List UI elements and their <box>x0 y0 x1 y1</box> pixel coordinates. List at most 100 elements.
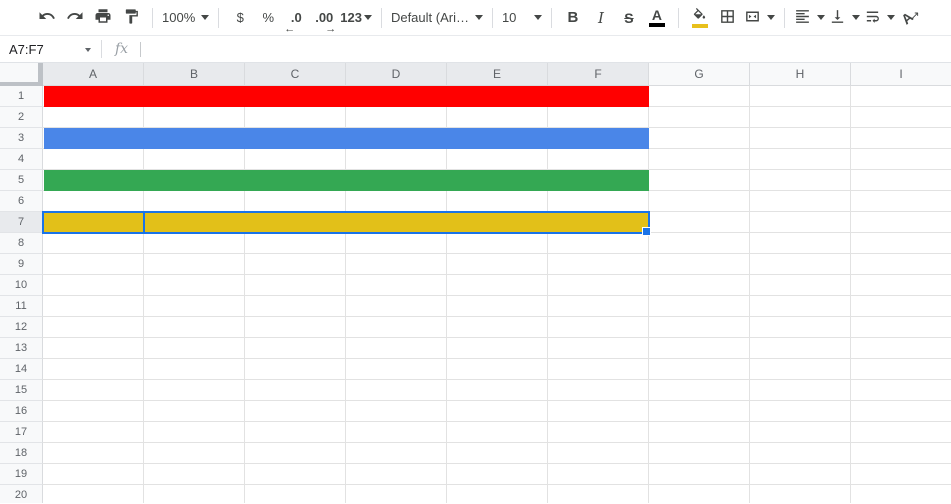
text-color-icon: A <box>648 8 665 27</box>
strikethrough-button[interactable]: S <box>617 5 641 31</box>
row-header-14[interactable]: 14 <box>0 359 43 380</box>
column-header-E[interactable]: E <box>447 63 548 86</box>
row-header-7[interactable]: 7 <box>0 212 43 233</box>
print-button[interactable] <box>91 5 115 31</box>
row-header-20[interactable]: 20 <box>0 485 43 503</box>
row-header-11[interactable]: 11 <box>0 296 43 317</box>
column-header-A[interactable]: A <box>43 63 144 86</box>
name-box-value: A7:F7 <box>9 41 44 57</box>
horizontal-align-button[interactable] <box>794 5 825 31</box>
row-header-13[interactable]: 13 <box>0 338 43 359</box>
dropdown-caret-icon <box>363 15 372 24</box>
merge-cells-icon <box>744 8 761 28</box>
row-header-16[interactable]: 16 <box>0 401 43 422</box>
redo-button[interactable] <box>63 5 87 31</box>
fill-handle[interactable] <box>643 228 650 235</box>
dropdown-caret-icon <box>766 15 775 24</box>
column-header-B[interactable]: B <box>144 63 245 86</box>
row-header-4[interactable]: 4 <box>0 149 43 170</box>
font-family-value: Default (Ari… <box>390 10 469 25</box>
name-box[interactable]: A7:F7 <box>0 42 95 57</box>
decrease-decimal-button[interactable]: .0 ← <box>284 5 308 35</box>
row-header-8[interactable]: 8 <box>0 233 43 254</box>
more-formats-icon: 123 <box>340 10 362 25</box>
toolbar-separator <box>550 7 552 28</box>
column-header-I[interactable]: I <box>851 63 951 86</box>
formula-bar: A7:F7 fx <box>0 36 951 63</box>
undo-button[interactable] <box>35 5 59 31</box>
percent-icon: % <box>262 10 275 25</box>
cells-area[interactable] <box>42 86 951 503</box>
row-header-2[interactable]: 2 <box>0 107 43 128</box>
paint-format-icon <box>123 8 140 28</box>
column-header-F[interactable]: F <box>548 63 649 86</box>
text-wrap-button[interactable] <box>864 5 895 31</box>
paint-format-button[interactable] <box>119 5 143 31</box>
toolbar-separator <box>152 7 153 28</box>
row-header-5[interactable]: 5 <box>0 170 43 191</box>
text-color-swatch <box>648 23 665 27</box>
right-arrow-icon: → <box>325 22 337 35</box>
row-header-1[interactable]: 1 <box>0 86 43 107</box>
vertical-align-icon <box>829 8 846 28</box>
italic-icon: I <box>597 8 604 27</box>
filled-range-A5:F5[interactable] <box>44 170 649 191</box>
row-header-3[interactable]: 3 <box>0 128 43 149</box>
row-header-19[interactable]: 19 <box>0 464 43 485</box>
increase-decimal-button[interactable]: .00 → <box>312 5 337 35</box>
toolbar-separator <box>491 7 493 28</box>
row-header-12[interactable]: 12 <box>0 317 43 338</box>
font-size-select[interactable]: 10 <box>502 5 542 31</box>
font-family-select[interactable]: Default (Ari… <box>391 5 483 31</box>
toolbar-separator <box>380 7 382 28</box>
column-header-D[interactable]: D <box>346 63 447 86</box>
filled-range-A3:F3[interactable] <box>44 128 649 149</box>
select-all-corner[interactable] <box>0 63 43 86</box>
toolbar-separator <box>677 7 679 28</box>
strikethrough-icon: S <box>624 9 634 26</box>
row-header-15[interactable]: 15 <box>0 380 43 401</box>
row-header-6[interactable]: 6 <box>0 191 43 212</box>
borders-button[interactable] <box>716 5 740 31</box>
increase-decimal-icon: .00 <box>315 10 334 25</box>
formula-bar-separator <box>101 40 102 58</box>
text-color-button[interactable]: A <box>645 5 669 31</box>
fill-color-icon <box>691 7 708 28</box>
undo-icon <box>38 7 56 28</box>
active-cell-border <box>42 211 145 234</box>
column-header-C[interactable]: C <box>245 63 346 86</box>
italic-button[interactable]: I <box>589 5 613 31</box>
format-currency-button[interactable]: $ <box>228 5 252 31</box>
currency-icon: $ <box>236 10 244 25</box>
toolbar-separator <box>783 7 785 28</box>
left-arrow-icon: ← <box>284 22 296 35</box>
row-header-9[interactable]: 9 <box>0 254 43 275</box>
row-headers: 1 2 3 4 5 6 7 8 9 10 11 12 13 14 15 16 17 18 19 20 <box>0 86 43 503</box>
text-rotation-button[interactable]: A↗ <box>898 5 923 31</box>
redo-icon <box>66 7 84 28</box>
row-header-10[interactable]: 10 <box>0 275 43 296</box>
fill-color-button[interactable] <box>688 5 712 31</box>
more-formats-button[interactable]: 123 <box>340 5 372 31</box>
format-percent-button[interactable]: % <box>256 5 280 31</box>
vertical-align-button[interactable] <box>829 5 860 31</box>
dropdown-caret-icon <box>816 15 825 24</box>
filled-range-A7:F7[interactable] <box>44 212 649 233</box>
fx-icon: fx <box>115 41 129 57</box>
zoom-select[interactable]: 100% <box>162 5 210 31</box>
column-header-G[interactable]: G <box>649 63 750 86</box>
font-size-value: 10 <box>501 10 517 25</box>
decrease-decimal-icon: .0 <box>290 10 302 25</box>
dropdown-caret-icon <box>886 15 895 24</box>
column-header-H[interactable]: H <box>750 63 851 86</box>
filled-range-A1:F1[interactable] <box>44 86 649 107</box>
bold-button[interactable]: B <box>561 5 585 31</box>
text-wrap-icon <box>864 8 881 28</box>
row-header-18[interactable]: 18 <box>0 443 43 464</box>
row-header-17[interactable]: 17 <box>0 422 43 443</box>
text-rotation-icon: A↗ <box>898 8 920 27</box>
merge-cells-button[interactable] <box>744 5 775 31</box>
formula-input-cursor <box>140 41 142 57</box>
